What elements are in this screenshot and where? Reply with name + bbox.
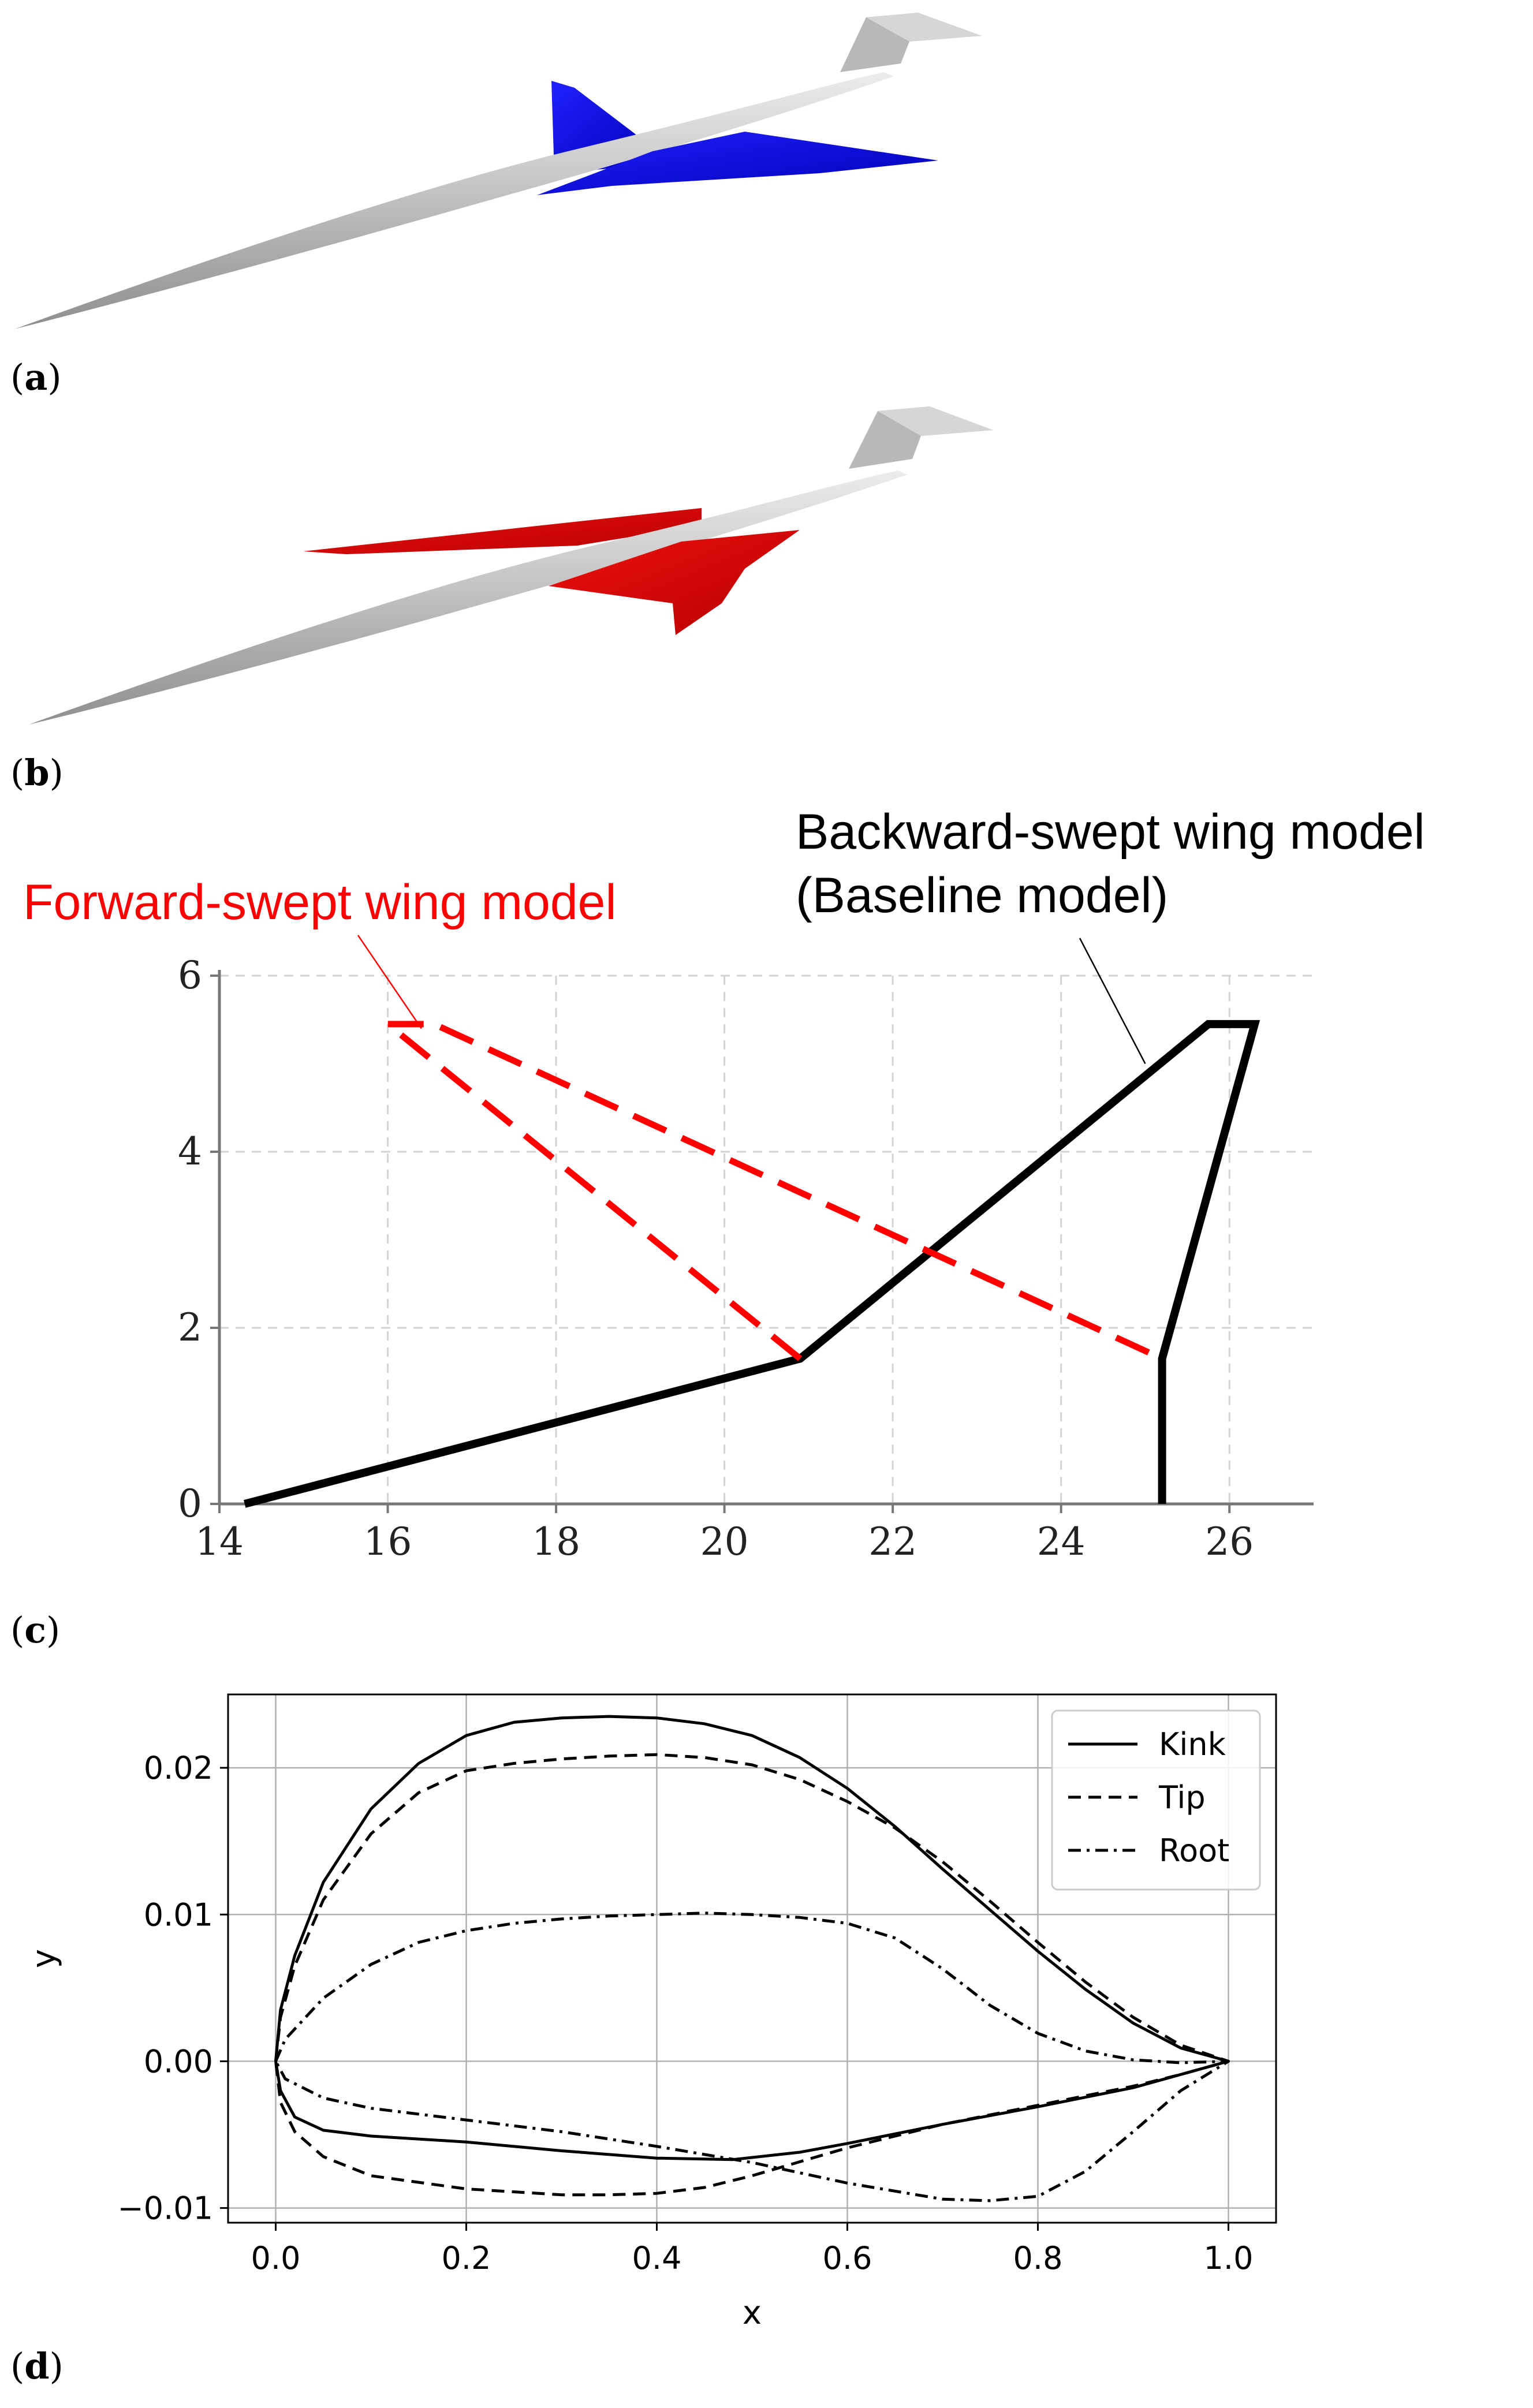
x-tick-label: 0.8 (1013, 2240, 1063, 2276)
x-tick-label: 0.6 (823, 2240, 872, 2276)
annotation-leader (358, 935, 422, 1029)
y-tick-label: 6 (178, 953, 202, 998)
x-tick-label: 26 (1205, 1520, 1254, 1564)
y-tick-label: 0.00 (144, 2043, 213, 2080)
airfoil-chart: 0.0 0.2 0.4 0.6 0.8 1.0 0.02 0.01 0.00 −0.01 x y Kin… (25, 1694, 1276, 2332)
x-tick-label: 22 (868, 1520, 917, 1564)
backward-swept-annotation: Backward-swept wing model (796, 804, 1425, 860)
y-tick-label: 4 (178, 1129, 202, 1174)
x-tick-label: 0.2 (442, 2240, 491, 2276)
legend-label-root: Root (1159, 1832, 1229, 1869)
panel-b-aircraft: (b) (10, 406, 993, 794)
panel-a-label: a (24, 356, 47, 398)
legend-label-tip: Tip (1158, 1779, 1206, 1816)
x-axis-label: x (743, 2294, 762, 2332)
x-tick-label: 16 (364, 1520, 412, 1564)
x-tick-label: 1.0 (1204, 2240, 1254, 2276)
y-tick-label: 0.01 (144, 1896, 213, 1933)
y-tick-label: 0 (178, 1481, 202, 1526)
x-tick-label: 24 (1037, 1520, 1086, 1564)
y-tick-label: 0.02 (144, 1750, 213, 1786)
legend-label-kink: Kink (1159, 1726, 1226, 1763)
panel-c-label-text: (c) (10, 1609, 60, 1651)
panel-b-label: b (24, 752, 49, 794)
y-axis-label: y (25, 1949, 63, 1968)
y-tick-label: −0.01 (118, 2190, 213, 2227)
y-tick-label: 2 (178, 1305, 202, 1350)
backward-swept-planform (245, 1024, 1255, 1504)
fuselage (14, 72, 894, 329)
fuselage (29, 471, 908, 725)
x-tick-label: 0.4 (632, 2240, 682, 2276)
panel-d-label: d (24, 2345, 49, 2387)
forward-swept-planform (388, 1024, 1162, 1359)
panel-a-aircraft: (a) (10, 13, 982, 398)
backward-swept-annotation: (Baseline model) (796, 868, 1168, 923)
panel-a-label-text: (a) (10, 356, 62, 398)
annotation-leader (1080, 938, 1145, 1064)
red-wing-near (549, 530, 800, 635)
panel-d-label-text: (d) (10, 2345, 64, 2387)
x-tick-label: 0.0 (251, 2240, 301, 2276)
x-tick-label: 20 (700, 1520, 749, 1564)
x-tick-label: 14 (195, 1520, 244, 1564)
panel-c-label: c (24, 1609, 46, 1651)
x-tick-label: 18 (532, 1520, 580, 1564)
forward-swept-annotation: Forward-swept wing model (23, 875, 617, 930)
panel-b-label-text: (b) (10, 752, 64, 794)
